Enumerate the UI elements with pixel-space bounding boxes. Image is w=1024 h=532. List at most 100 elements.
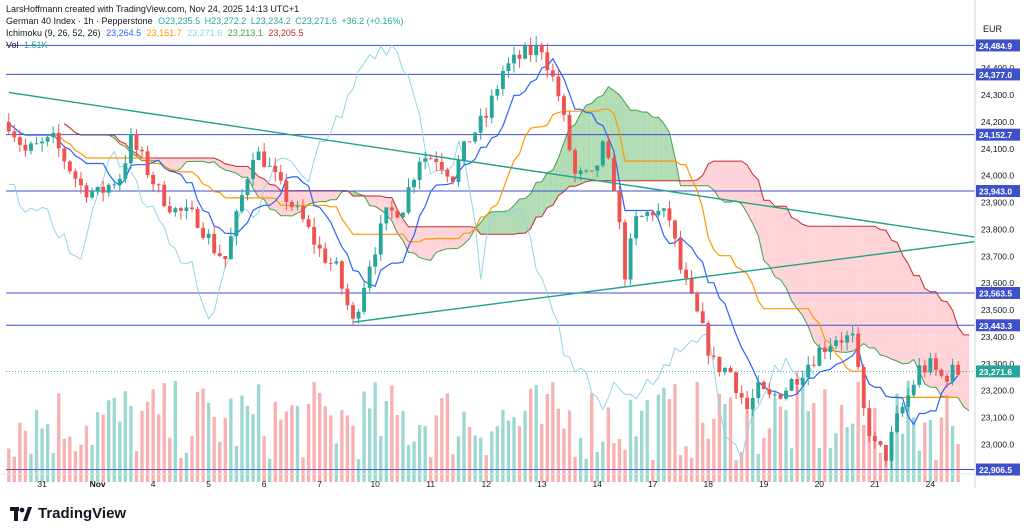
candle-body xyxy=(611,157,616,191)
volume-bar xyxy=(373,382,377,482)
cloud-segment xyxy=(924,288,931,388)
cloud-segment xyxy=(502,210,509,235)
price-level-tag xyxy=(976,39,1020,52)
price-tick-label: 23,900.0 xyxy=(981,198,1014,208)
price-tick-label: 23,100.0 xyxy=(981,413,1014,423)
volume-bar xyxy=(112,397,116,482)
volume-bar xyxy=(617,439,622,482)
candle-body xyxy=(395,210,400,218)
volume-bar xyxy=(218,441,222,482)
volume-bar xyxy=(678,455,683,482)
cloud-segment xyxy=(219,160,226,171)
candle-body xyxy=(351,305,355,319)
volume-bar xyxy=(12,456,16,482)
candle-body xyxy=(711,355,716,357)
candle-body xyxy=(567,114,572,151)
volume-bar xyxy=(628,399,633,482)
price-level-label: 24,152.7 xyxy=(979,130,1012,140)
candle-body xyxy=(806,364,811,378)
volume-bar xyxy=(801,380,805,482)
cloud-segment xyxy=(891,240,898,361)
candle-body xyxy=(723,368,727,373)
volume-bar xyxy=(606,407,611,482)
volume-bar xyxy=(934,459,938,482)
ichimoku-label[interactable]: Ichimoku (9, 26, 52, 26) xyxy=(6,28,101,38)
volume-bar xyxy=(595,452,599,482)
volume-bar xyxy=(101,414,105,482)
volume-bar xyxy=(51,452,55,482)
cloud-segment xyxy=(158,158,165,167)
price-tick-label: 23,800.0 xyxy=(981,224,1014,234)
volume-bar xyxy=(429,457,433,482)
ichimoku-kijun-value: 23,161.7 xyxy=(146,28,182,38)
volume-bar xyxy=(656,394,660,482)
candle-body xyxy=(478,115,483,133)
price-level-label: 23,443.3 xyxy=(979,321,1012,331)
candle-body xyxy=(467,141,472,143)
tradingview-logo[interactable]: TradingView xyxy=(10,505,126,522)
volume-bar xyxy=(456,436,461,482)
cloud-segment xyxy=(658,117,664,181)
cloud-segment xyxy=(791,217,798,309)
volume-bar xyxy=(145,401,150,482)
candle-body xyxy=(906,395,911,407)
volume-bar xyxy=(900,433,905,482)
volume-bar xyxy=(29,453,33,482)
time-tick-label: 11 xyxy=(426,479,435,489)
symbol-legend[interactable]: German 40 Index · 1h · Pepperstone O23,2… xyxy=(6,16,406,26)
volume-bar xyxy=(834,433,838,482)
volume-bar xyxy=(789,448,794,482)
volume-bar xyxy=(495,426,499,482)
price-level-tag xyxy=(976,286,1020,299)
candle-body xyxy=(484,115,489,118)
candle-body xyxy=(889,431,894,461)
cloud-segment xyxy=(852,226,859,352)
candle-body xyxy=(378,223,383,255)
time-tick-label: 18 xyxy=(704,479,714,489)
candle-body xyxy=(40,141,45,144)
candle-body xyxy=(728,368,733,373)
price-level-tag xyxy=(976,128,1020,141)
volume-bar xyxy=(850,423,855,482)
cloud-segment xyxy=(153,158,159,161)
volume-bar xyxy=(862,424,866,482)
volume-bar xyxy=(590,393,594,482)
candle-body xyxy=(945,375,949,382)
candle-body xyxy=(195,209,200,228)
candle-body xyxy=(933,358,938,370)
candle-body xyxy=(684,269,689,279)
time-tick-label: 10 xyxy=(370,479,380,489)
candle-body xyxy=(190,207,194,210)
candle-body xyxy=(834,340,838,347)
volume-bar xyxy=(362,391,366,482)
vol-label[interactable]: Vol xyxy=(6,40,19,50)
candle-body xyxy=(295,206,300,208)
volume-bar xyxy=(95,412,100,482)
volume-bar xyxy=(345,415,350,482)
candle-body xyxy=(367,266,372,288)
candle-body xyxy=(184,207,189,211)
ohlc-low: L23,234.2 xyxy=(250,16,291,26)
volume-bar xyxy=(401,410,405,482)
cloud-segment xyxy=(225,163,231,172)
candle-body xyxy=(206,233,211,238)
trendline xyxy=(352,239,986,323)
volume-bar xyxy=(506,420,511,482)
candle-body xyxy=(450,176,455,182)
symbol-text[interactable]: German 40 Index · 1h · Pepperstone xyxy=(6,16,153,26)
price-chart[interactable]: 23,000.0 23,100.0 23,200.0 23,300.0 23,400.0… xyxy=(0,0,1024,496)
candle-body xyxy=(417,161,422,180)
ichimoku-legend[interactable]: Ichimoku (9, 26, 52, 26) 23,264.5 23,161… xyxy=(6,28,306,38)
volume-bar xyxy=(329,415,333,482)
volume-bar xyxy=(90,444,94,482)
volume-bar xyxy=(773,399,777,482)
volume-legend[interactable]: Vol 1.51K xyxy=(6,40,51,50)
candle-body xyxy=(850,333,855,336)
candle-body xyxy=(284,180,289,202)
volume-bar xyxy=(440,398,444,482)
candle-body xyxy=(623,222,627,280)
cloud-segment xyxy=(230,164,237,174)
candle-body xyxy=(956,364,961,375)
price-level-label: 23,943.0 xyxy=(979,187,1012,197)
cloud-segment xyxy=(708,161,714,191)
